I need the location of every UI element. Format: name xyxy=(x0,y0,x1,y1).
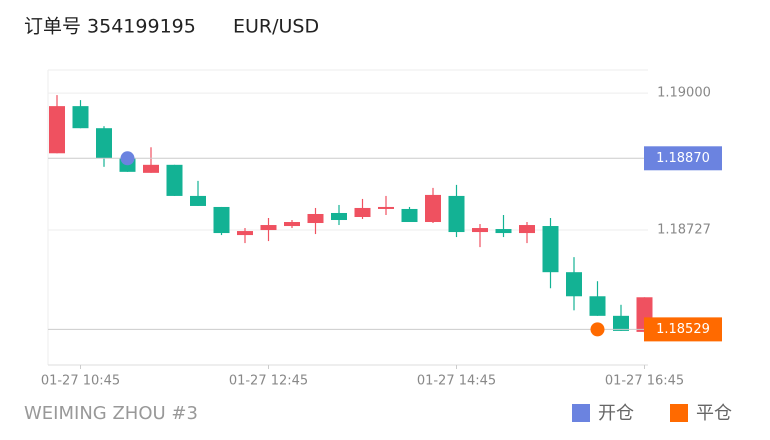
candle-body xyxy=(378,206,394,209)
legend-label: 开仓 xyxy=(598,403,634,424)
y-tick-label: 1.18727 xyxy=(657,223,711,238)
price-label-box xyxy=(644,317,722,342)
x-tick-label: 01-27 14:45 xyxy=(417,374,496,389)
x-tick-label: 01-27 16:45 xyxy=(605,374,684,389)
candle-body xyxy=(331,212,347,221)
candle-body xyxy=(190,195,206,206)
legend-label: 平仓 xyxy=(696,403,732,424)
candle-body xyxy=(284,222,300,227)
candle-body xyxy=(213,206,230,234)
price-label-box xyxy=(644,146,722,171)
candle-body xyxy=(237,231,253,236)
price-label: 1.18529 xyxy=(656,322,710,337)
x-tick-label: 01-27 12:45 xyxy=(229,374,308,389)
candle-body xyxy=(143,164,159,173)
candle-body xyxy=(425,194,441,223)
candle-body xyxy=(448,195,465,233)
candle-body xyxy=(613,315,629,331)
candle-body xyxy=(354,207,371,217)
symbol: EUR/USD xyxy=(233,16,319,38)
candle-body xyxy=(166,164,183,196)
candle-body xyxy=(519,225,535,234)
candle-body xyxy=(472,228,488,233)
footer: WEIMING ZHOU #3 xyxy=(24,403,198,424)
legend-swatch xyxy=(670,404,688,422)
candle-body xyxy=(72,106,89,129)
candle-body xyxy=(49,106,65,154)
y-tick-label: 1.19000 xyxy=(657,86,711,101)
candle-body xyxy=(566,272,582,297)
candle-body xyxy=(260,225,277,231)
trade-marker xyxy=(120,151,135,166)
candle-body xyxy=(542,226,559,273)
x-tick-label: 01-27 10:45 xyxy=(41,374,120,389)
candle-body xyxy=(495,229,512,234)
candle-body xyxy=(589,296,606,316)
candle-body xyxy=(96,128,112,159)
price-label: 1.18870 xyxy=(656,151,710,166)
candle-body xyxy=(401,208,418,223)
candle-body xyxy=(307,213,324,224)
trade-marker xyxy=(590,322,605,337)
legend-swatch xyxy=(572,404,590,422)
order-title: 订单号 354199195 xyxy=(24,16,196,38)
